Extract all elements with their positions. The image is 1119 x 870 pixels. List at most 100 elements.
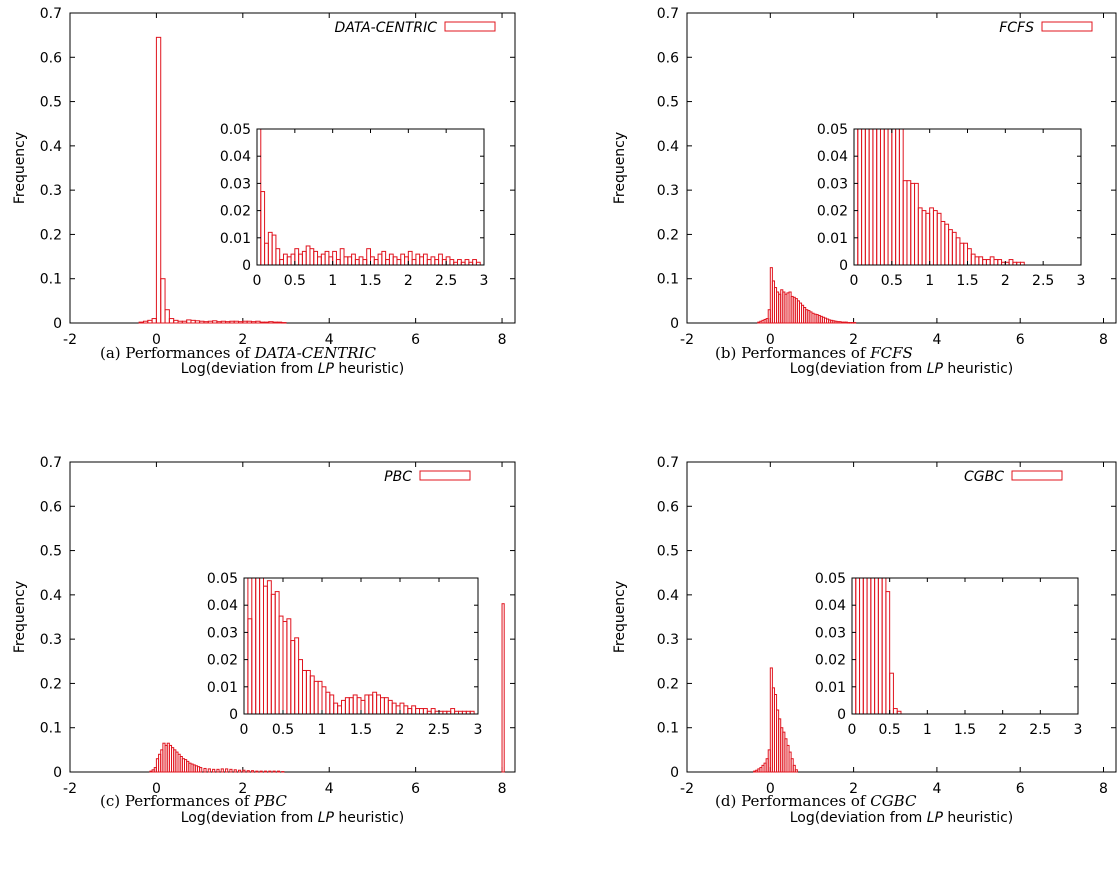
- histogram-bar: [220, 768, 224, 773]
- inset-y-tick-label: 0.01: [815, 680, 846, 696]
- histogram-bar: [276, 770, 281, 773]
- legend-swatch: [1011, 470, 1063, 481]
- x-axis-label: Log(deviation from LP heuristic): [181, 810, 405, 826]
- y-tick-label: 0.7: [657, 6, 679, 22]
- y-tick-label: 0.5: [657, 544, 679, 560]
- y-tick-label: 0.6: [657, 499, 679, 515]
- x-tick-label: 8: [1099, 781, 1108, 797]
- inset-y-tick-label: 0: [242, 258, 251, 274]
- inset-x-tick-label: 2: [396, 722, 405, 738]
- inset-x-tick-label: 0.5: [284, 273, 306, 289]
- inset-x-tick-label: 1: [923, 722, 932, 738]
- y-tick-label: 0.5: [40, 544, 62, 560]
- y-tick-label: 0.3: [40, 183, 62, 199]
- x-tick-label: 6: [411, 781, 420, 797]
- histogram-bar: [255, 770, 259, 773]
- histogram-bar: [207, 320, 214, 324]
- y-tick-label: 0.2: [40, 227, 62, 243]
- histogram-bar: [242, 320, 248, 324]
- x-axis-label: Log(deviation from LP heuristic): [181, 361, 405, 377]
- x-tick-label: 2: [849, 781, 858, 797]
- inset-y-tick-label: 0.04: [817, 149, 848, 165]
- histogram-bar: [160, 278, 166, 324]
- histogram-bar: [229, 768, 233, 773]
- inset-x-tick-label: 0: [253, 273, 262, 289]
- inset-y-tick-label: 0.04: [815, 598, 846, 614]
- histogram-bar: [207, 768, 211, 773]
- inset-x-tick-label: 1.5: [956, 273, 978, 289]
- plot-frame: [69, 12, 516, 324]
- histogram-bar: [216, 768, 220, 773]
- x-axis-label-suffix: heuristic): [943, 361, 1013, 377]
- inset-y-tick-label: 0.02: [815, 653, 846, 669]
- inset-x-tick-label: 3: [474, 722, 483, 738]
- inset-plot: 0 0.01 0.02 0.03 0.04 0.05 0 0.5 1 1.5 2 2.5 3: [207, 571, 483, 738]
- inset-x-tick-label: 1: [318, 722, 327, 738]
- y-tick-label: 0.6: [657, 50, 679, 66]
- histogram-bar: [794, 769, 798, 773]
- histogram-bar: [792, 764, 796, 773]
- caption-heuristic-name: PBC: [253, 792, 287, 810]
- x-tick-label: 8: [498, 781, 507, 797]
- legend-swatch: [419, 470, 471, 481]
- x-tick-label: 2: [849, 332, 858, 348]
- histogram-bar: [268, 321, 274, 324]
- histogram-bar: [151, 318, 157, 324]
- histogram-bar: [147, 319, 153, 324]
- histogram-bar: [203, 321, 209, 324]
- y-tick-label: 0.3: [657, 632, 679, 648]
- y-tick-label: 0.1: [40, 721, 62, 737]
- inset-x-tick-label: 2: [1001, 273, 1010, 289]
- x-axis-label-italic: LP: [318, 361, 335, 377]
- histogram-bar: [246, 770, 250, 773]
- y-tick-label: 0.3: [657, 183, 679, 199]
- legend-swatch: [444, 21, 496, 32]
- x-tick-label: 6: [1016, 332, 1025, 348]
- histogram-bar: [255, 320, 261, 324]
- x-tick-label: 0: [152, 332, 161, 348]
- caption-prefix: (b) Performances of: [715, 344, 870, 362]
- x-tick-label: 4: [325, 781, 334, 797]
- histogram-bar: [186, 319, 192, 324]
- histogram-bar: [225, 768, 229, 773]
- inset-x-tick-label: 0.5: [879, 722, 901, 738]
- histogram-bar: [263, 770, 268, 773]
- inset-x-tick-label: 3: [1074, 722, 1083, 738]
- x-axis-label-suffix: heuristic): [334, 361, 404, 377]
- panel-caption: (a) Performances of DATA-CENTRIC: [100, 344, 376, 362]
- histogram-bar: [237, 769, 242, 773]
- histogram-bar: [225, 321, 231, 324]
- inset-plot: 0 0.01 0.02 0.03 0.04 0.05 0 0.5 1 1.5 2 2.5 3: [220, 122, 489, 289]
- histogram-bar: [853, 322, 857, 324]
- x-tick-label: 6: [411, 332, 420, 348]
- histogram-bar: [259, 321, 265, 324]
- y-tick-label: 0.6: [40, 499, 62, 515]
- inset-x-tick-label: 2: [404, 273, 413, 289]
- inset-x-tick-label: 1.5: [954, 722, 976, 738]
- x-tick-label: 8: [1099, 332, 1108, 348]
- inset-y-tick-label: 0: [837, 707, 846, 723]
- histogram-bar: [220, 320, 227, 324]
- x-tick-label: 4: [932, 332, 941, 348]
- y-tick-label: 0.1: [657, 272, 679, 288]
- inset-y-tick-label: 0.05: [207, 571, 238, 587]
- inset-x-tick-label: 2: [998, 722, 1007, 738]
- x-axis-label: Log(deviation from LP heuristic): [790, 810, 1014, 826]
- plot-frame: [686, 12, 1117, 324]
- caption-prefix: (a) Performances of: [100, 344, 255, 362]
- histogram-bar: [168, 318, 175, 324]
- legend-label: PBC: [384, 469, 412, 485]
- y-tick-label: 0: [53, 316, 62, 332]
- histogram-bar: [177, 320, 183, 324]
- legend-label: FCFS: [999, 20, 1034, 36]
- inset-x-tick-label: 2.5: [435, 273, 457, 289]
- inset-y-tick-label: 0.04: [207, 598, 238, 614]
- histogram-bar: [233, 320, 239, 324]
- inset-x-tick-label: 2.5: [1029, 722, 1051, 738]
- inset-x-tick-label: 0: [240, 722, 249, 738]
- inset-x-tick-label: 1: [925, 273, 934, 289]
- inset-x-tick-label: 0.5: [881, 273, 903, 289]
- x-tick-label: -2: [680, 332, 694, 348]
- y-tick-label: 0: [670, 316, 679, 332]
